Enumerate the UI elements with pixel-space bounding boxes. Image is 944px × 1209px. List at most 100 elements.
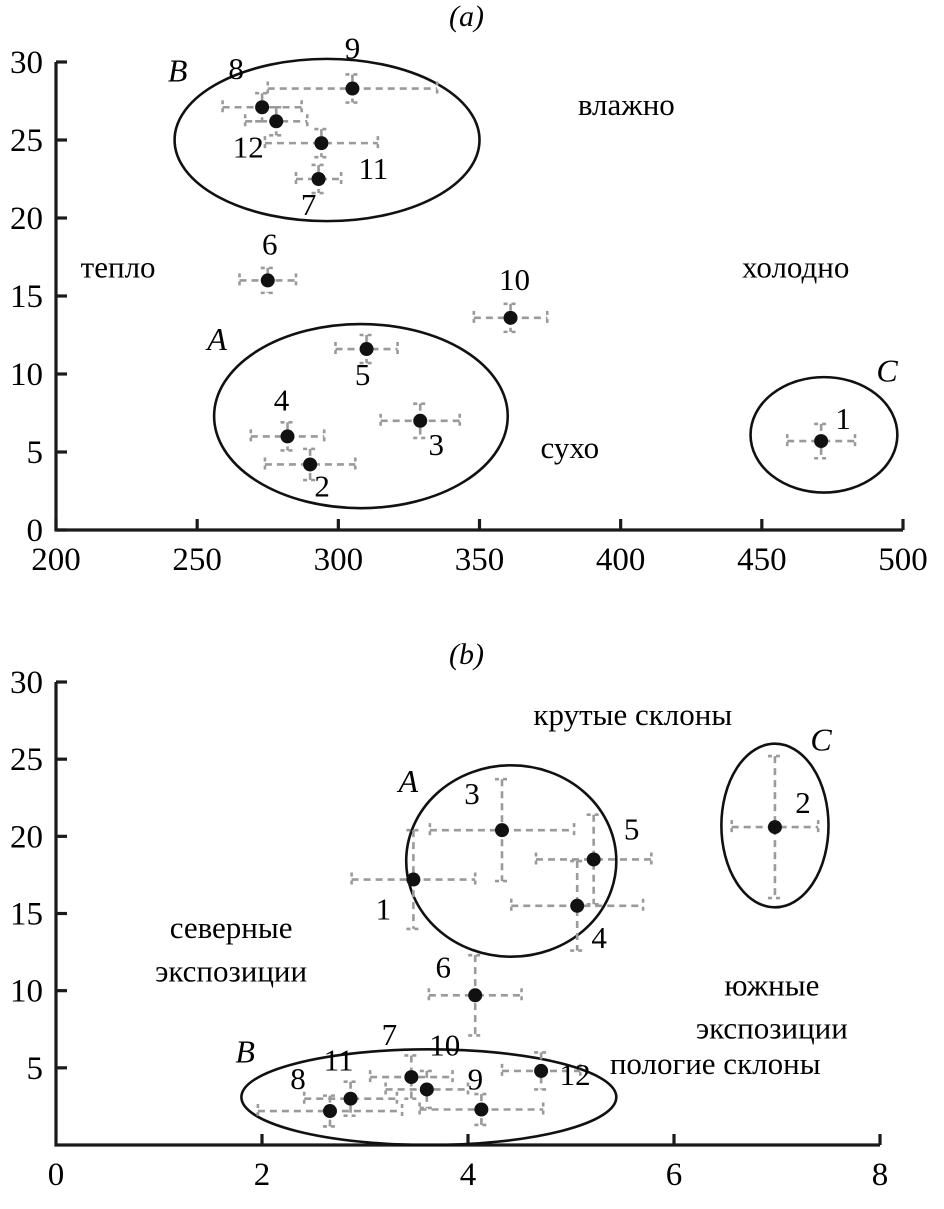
data-point-8 bbox=[255, 100, 270, 115]
x-tick-label: 300 bbox=[314, 542, 364, 578]
data-point-9 bbox=[474, 1102, 489, 1117]
y-tick-label: 15 bbox=[10, 279, 43, 315]
data-point-8 bbox=[322, 1104, 337, 1119]
region-label: южные bbox=[724, 967, 819, 1002]
data-points bbox=[322, 820, 782, 1119]
data-points bbox=[255, 81, 829, 472]
cluster-letter-A: A bbox=[397, 763, 419, 799]
region-annotations: влажно тепло холодно сухо bbox=[81, 87, 850, 465]
point-label-3: 3 bbox=[464, 776, 480, 811]
cluster-ellipse-C bbox=[749, 375, 899, 494]
region-label: крутые склоны bbox=[533, 697, 732, 732]
region-label: холодно bbox=[742, 249, 849, 284]
x-tick-label: 400 bbox=[596, 542, 646, 578]
point-label-5: 5 bbox=[355, 357, 371, 392]
region-label: пологие склоны bbox=[610, 1046, 821, 1081]
data-point-7 bbox=[404, 1070, 419, 1085]
point-label-8: 8 bbox=[228, 51, 244, 86]
y-tick-label: 25 bbox=[10, 123, 43, 159]
x-tick-label: 450 bbox=[737, 542, 787, 578]
cluster-ellipse-A bbox=[404, 764, 618, 959]
point-label-7: 7 bbox=[382, 1017, 398, 1052]
point-label-10: 10 bbox=[499, 262, 530, 297]
cluster-ellipse-A bbox=[212, 322, 510, 510]
x-tick-label: 6 bbox=[666, 1157, 683, 1193]
point-label-10: 10 bbox=[429, 1027, 460, 1062]
point-label-1: 1 bbox=[376, 892, 392, 927]
data-point-9 bbox=[345, 81, 360, 96]
point-label-6: 6 bbox=[262, 226, 278, 261]
data-point-2 bbox=[767, 820, 782, 835]
point-label-12: 12 bbox=[233, 129, 264, 164]
point-label-7: 7 bbox=[301, 187, 317, 222]
cluster-letters: A B C bbox=[168, 53, 899, 389]
data-point-4 bbox=[280, 429, 295, 444]
point-label-9: 9 bbox=[468, 1062, 484, 1097]
point-label-6: 6 bbox=[435, 949, 451, 984]
region-label: влажно bbox=[578, 87, 675, 122]
data-point-12 bbox=[269, 114, 284, 129]
region-label: северные bbox=[170, 910, 293, 945]
data-point-6 bbox=[260, 273, 275, 288]
y-tick-label: 0 bbox=[27, 513, 44, 549]
point-label-11: 11 bbox=[358, 151, 388, 186]
axes: 0 5 10 15 20 25 30 200 250 300 350 400 450 500 bbox=[10, 45, 928, 578]
data-point-1 bbox=[406, 872, 421, 887]
point-label-9: 9 bbox=[345, 31, 361, 66]
panel-a: (a) 0 5 10 15 20 25 30 200 250 300 350 400 450 500 1 2 3… bbox=[0, 0, 944, 600]
cluster-letter-C: C bbox=[876, 353, 898, 389]
y-tick-label: 10 bbox=[10, 974, 43, 1010]
x-tick-label: 2 bbox=[254, 1157, 271, 1193]
y-tick-label: 30 bbox=[10, 45, 43, 81]
point-label-8: 8 bbox=[290, 1061, 306, 1096]
cluster-letters: A B C bbox=[235, 721, 832, 1069]
cluster-ellipses bbox=[240, 742, 830, 1147]
data-point-11 bbox=[314, 136, 329, 151]
y-tick-label: 15 bbox=[10, 897, 43, 933]
region-annotations: крутые склоны северные экспозиции южные эксп… bbox=[155, 697, 848, 1081]
data-point-10 bbox=[419, 1082, 434, 1097]
region-label: экспозиции bbox=[155, 953, 307, 988]
point-label-2: 2 bbox=[314, 468, 330, 503]
region-label: экспозиции bbox=[696, 1011, 848, 1046]
data-point-5 bbox=[586, 852, 601, 867]
point-label-3: 3 bbox=[428, 427, 444, 462]
y-tick-label: 10 bbox=[10, 357, 43, 393]
cluster-ellipse-B bbox=[240, 1048, 618, 1147]
x-tick-label: 250 bbox=[172, 542, 222, 578]
y-tick-label: 20 bbox=[10, 201, 43, 237]
data-point-10 bbox=[503, 310, 518, 325]
x-tick-label: 500 bbox=[878, 542, 928, 578]
x-tick-label: 350 bbox=[455, 542, 505, 578]
x-tick-label: 0 bbox=[48, 1157, 65, 1193]
data-point-1 bbox=[814, 434, 829, 449]
point-label-1: 1 bbox=[835, 401, 851, 436]
cluster-letter-B: B bbox=[168, 53, 188, 89]
x-tick-label: 200 bbox=[31, 542, 81, 578]
cluster-letter-A: A bbox=[205, 321, 227, 357]
cluster-ellipse-B bbox=[173, 57, 481, 223]
y-tick-label: 25 bbox=[10, 742, 43, 778]
data-point-6 bbox=[468, 988, 483, 1003]
point-label-2: 2 bbox=[795, 785, 811, 820]
region-label: тепло bbox=[81, 249, 156, 284]
point-label-5: 5 bbox=[624, 811, 640, 846]
data-point-11 bbox=[343, 1091, 358, 1106]
point-label-12: 12 bbox=[560, 1057, 591, 1092]
cluster-ellipses bbox=[173, 57, 899, 510]
cluster-letter-B: B bbox=[235, 1034, 255, 1070]
data-point-5 bbox=[359, 342, 374, 357]
y-tick-label: 20 bbox=[10, 819, 43, 855]
point-label-11: 11 bbox=[324, 1043, 354, 1078]
cluster-ellipse-C bbox=[720, 742, 830, 909]
data-point-7 bbox=[311, 172, 326, 186]
data-point-4 bbox=[570, 898, 585, 913]
data-point-2 bbox=[303, 457, 318, 472]
panel-b-caption: (b) bbox=[449, 638, 484, 671]
